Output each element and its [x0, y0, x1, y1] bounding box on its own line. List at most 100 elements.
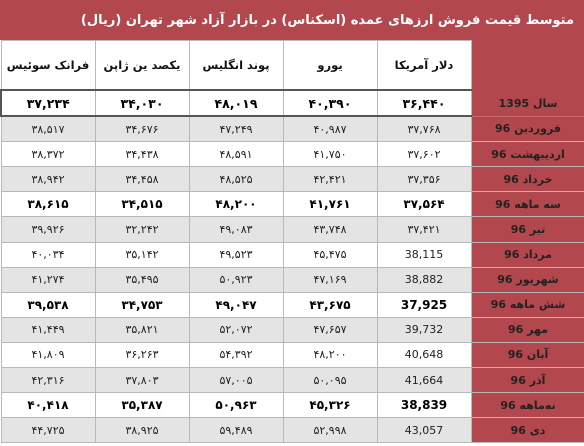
cell-chf: ۳۸,۹۴۲ — [0, 166, 96, 193]
row-label: فروردین 96 — [470, 115, 584, 143]
cell-jpy: ۳۴,۴۳۸ — [94, 141, 190, 168]
cell-eur: ۵۲,۹۹۸ — [282, 417, 378, 444]
header-corner — [470, 40, 584, 91]
cell-usd: ۳۷,۷۶۸ — [376, 115, 472, 143]
cell-chf: ۴۱,۸۰۹ — [0, 341, 96, 369]
row-label: خرداد 96 — [470, 166, 584, 193]
cell-eur: ۴۵,۴۷۵ — [282, 241, 378, 268]
cell-chf: ۴۰,۴۱۸ — [0, 392, 96, 419]
cell-usd: ۳۶,۴۴۰ — [376, 88, 472, 118]
cell-chf: ۳۸,۵۱۷ — [0, 115, 96, 143]
cell-gbp: ۵۷,۰۰۵ — [188, 367, 284, 394]
cell-usd: ۳۷,۳۵۶ — [376, 166, 472, 193]
cell-usd: 41,664 — [376, 367, 472, 394]
cell-jpy: ۳۵,۸۲۱ — [94, 316, 190, 343]
cell-eur: ۴۰,۹۸۷ — [282, 115, 378, 143]
cell-usd: 40,648 — [376, 341, 472, 369]
cell-chf: ۳۹,۵۳۸ — [0, 291, 96, 318]
table-row: ۳۹,۵۳۸ ۳۴,۷۵۳ ۴۹,۰۴۷ ۴۳,۶۷۵ 37,925 شش ما… — [0, 291, 584, 318]
row-label: شش ماهه 96 — [470, 291, 584, 318]
row-label: مهر 96 — [470, 316, 584, 343]
table-row: ۴۱,۸۰۹ ۳۶,۲۶۳ ۵۴,۳۹۲ ۴۸,۲۰۰ 40,648 آبان … — [0, 341, 584, 369]
cell-chf: ۳۷,۲۳۴ — [0, 88, 96, 118]
row-label: تیر 96 — [470, 216, 584, 243]
cell-eur: ۴۰,۳۹۰ — [282, 88, 378, 118]
cell-chf: ۴۱,۲۷۴ — [0, 266, 96, 293]
table-row: ۳۸,۹۴۲ ۳۴,۴۵۸ ۴۸,۵۲۵ ۴۲,۴۲۱ ۳۷,۳۵۶ خرداد… — [0, 166, 584, 193]
cell-chf: ۴۰,۰۳۴ — [0, 241, 96, 268]
row-label: سه ماهه 96 — [470, 191, 584, 218]
cell-gbp: ۴۸,۵۹۱ — [188, 141, 284, 168]
table-row: ۴۰,۴۱۸ ۳۵,۳۸۷ ۵۰,۹۶۳ ۴۵,۳۲۶ 38,839 نه‌ما… — [0, 392, 584, 419]
cell-eur: ۴۳,۶۷۵ — [282, 291, 378, 318]
row-label: دی 96 — [470, 417, 584, 444]
cell-eur: ۴۷,۱۶۹ — [282, 266, 378, 293]
table-row: ۳۸,۵۱۷ ۳۴,۶۷۶ ۴۷,۲۴۹ ۴۰,۹۸۷ ۳۷,۷۶۸ فرورد… — [0, 115, 584, 143]
cell-jpy: ۳۵,۴۹۵ — [94, 266, 190, 293]
table-title: متوسط قیمت فروش ارزهای عمده (اسکناس) در … — [0, 0, 584, 40]
row-label: مرداد 96 — [470, 241, 584, 268]
column-header-usd: دلار آمریکا — [376, 40, 472, 91]
cell-jpy: ۳۵,۳۸۷ — [94, 392, 190, 419]
cell-usd: ۳۷,۵۶۴ — [376, 191, 472, 218]
cell-gbp: ۴۹,۰۴۷ — [188, 291, 284, 318]
row-label: آبان 96 — [470, 341, 584, 369]
cell-jpy: ۳۷,۸۰۳ — [94, 367, 190, 394]
cell-usd: 43,057 — [376, 417, 472, 444]
cell-jpy: ۳۵,۱۴۲ — [94, 241, 190, 268]
cell-chf: ۴۲,۳۱۶ — [0, 367, 96, 394]
cell-eur: ۴۸,۲۰۰ — [282, 341, 378, 369]
column-header-jpy: یکصد ین ژاپن — [94, 40, 190, 91]
table-row: ۳۷,۲۳۴ ۳۴,۰۳۰ ۴۸,۰۱۹ ۴۰,۳۹۰ ۳۶,۴۴۰ سال 1… — [0, 88, 584, 118]
column-header-eur: یورو — [282, 40, 378, 91]
cell-usd: ۳۷,۶۰۲ — [376, 141, 472, 168]
table-row: ۴۱,۲۷۴ ۳۵,۴۹۵ ۵۰,۹۲۳ ۴۷,۱۶۹ 38,882 شهریو… — [0, 266, 584, 293]
cell-usd: 38,882 — [376, 266, 472, 293]
cell-gbp: ۵۹,۴۸۹ — [188, 417, 284, 444]
cell-eur: ۴۷,۶۵۷ — [282, 316, 378, 343]
cell-chf: ۳۸,۶۱۵ — [0, 191, 96, 218]
cell-jpy: ۳۴,۵۱۵ — [94, 191, 190, 218]
cell-eur: ۴۳,۷۴۸ — [282, 216, 378, 243]
cell-usd: 38,839 — [376, 392, 472, 419]
cell-jpy: ۳۴,۷۵۳ — [94, 291, 190, 318]
cell-usd: 38,115 — [376, 241, 472, 268]
row-label: نه‌ماهه 96 — [470, 392, 584, 419]
cell-jpy: ۳۶,۲۶۳ — [94, 341, 190, 369]
table-row: ۳۸,۳۷۲ ۳۴,۴۳۸ ۴۸,۵۹۱ ۴۱,۷۵۰ ۳۷,۶۰۲ اردیب… — [0, 141, 584, 168]
column-header-gbp: پوند انگلیس — [188, 40, 284, 91]
table-row: ۴۲,۳۱۶ ۳۷,۸۰۳ ۵۷,۰۰۵ ۵۰,۰۹۵ 41,664 آذر 9… — [0, 367, 584, 394]
cell-eur: ۴۲,۴۲۱ — [282, 166, 378, 193]
cell-chf: ۴۴,۷۲۵ — [0, 417, 96, 444]
cell-jpy: ۳۸,۹۲۵ — [94, 417, 190, 444]
cell-gbp: ۴۷,۲۴۹ — [188, 115, 284, 143]
cell-jpy: ۳۴,۴۵۸ — [94, 166, 190, 193]
cell-chf: ۳۸,۳۷۲ — [0, 141, 96, 168]
cell-gbp: ۴۸,۰۱۹ — [188, 88, 284, 118]
cell-eur: ۴۱,۷۵۰ — [282, 141, 378, 168]
cell-eur: ۴۵,۳۲۶ — [282, 392, 378, 419]
cell-gbp: ۴۹,۰۸۳ — [188, 216, 284, 243]
row-label: شهریور 96 — [470, 266, 584, 293]
cell-gbp: ۴۸,۲۰۰ — [188, 191, 284, 218]
cell-jpy: ۳۴,۰۳۰ — [94, 88, 190, 118]
header-row: فرانک سوئیس یکصد ین ژاپن پوند انگلیس یور… — [0, 40, 584, 91]
cell-eur: ۵۰,۰۹۵ — [282, 367, 378, 394]
cell-usd: 37,925 — [376, 291, 472, 318]
row-label: سال 1395 — [470, 89, 584, 117]
row-label: اردیبهشت 96 — [470, 141, 584, 168]
table-row: ۴۱,۴۴۹ ۳۵,۸۲۱ ۵۲,۰۷۲ ۴۷,۶۵۷ 39,732 مهر 9… — [0, 316, 584, 343]
column-header-chf: فرانک سوئیس — [0, 40, 96, 91]
cell-chf: ۳۹,۹۲۶ — [0, 216, 96, 243]
cell-eur: ۴۱,۷۶۱ — [282, 191, 378, 218]
cell-jpy: ۳۴,۶۷۶ — [94, 115, 190, 143]
cell-usd: 39,732 — [376, 316, 472, 343]
table-row: ۳۸,۶۱۵ ۳۴,۵۱۵ ۴۸,۲۰۰ ۴۱,۷۶۱ ۳۷,۵۶۴ سه ما… — [0, 191, 584, 218]
rates-table: فرانک سوئیس یکصد ین ژاپن پوند انگلیس یور… — [0, 40, 584, 444]
table-row: ۳۹,۹۲۶ ۳۲,۲۴۲ ۴۹,۰۸۳ ۴۳,۷۴۸ ۳۷,۴۲۱ تیر 9… — [0, 216, 584, 243]
cell-chf: ۴۱,۴۴۹ — [0, 316, 96, 343]
row-label: آذر 96 — [470, 367, 584, 394]
table-row: ۴۰,۰۳۴ ۳۵,۱۴۲ ۴۹,۵۲۳ ۴۵,۴۷۵ 38,115 مرداد… — [0, 241, 584, 268]
table-row: ۴۴,۷۲۵ ۳۸,۹۲۵ ۵۹,۴۸۹ ۵۲,۹۹۸ 43,057 دی 96 — [0, 417, 584, 444]
